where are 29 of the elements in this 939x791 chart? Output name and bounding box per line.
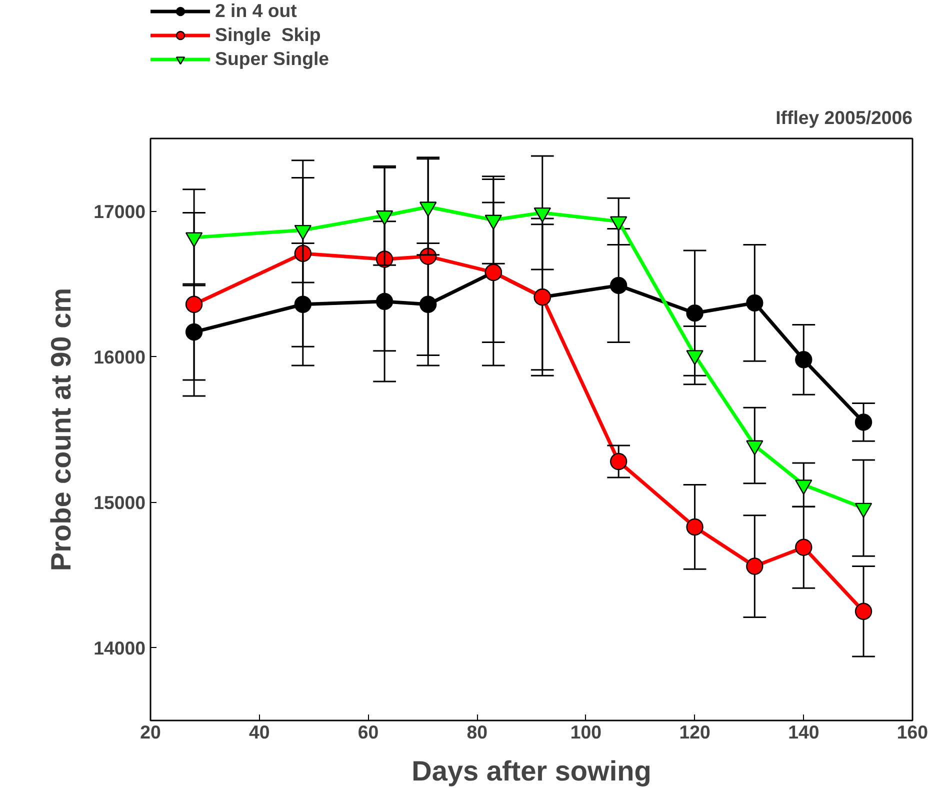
x-tick-label: 40 (248, 722, 270, 742)
point (795, 351, 812, 368)
legend-label: Super Single (215, 48, 330, 70)
y-axis-title: Probe count at 90 cm (46, 288, 77, 572)
x-tick-label: 120 (679, 722, 710, 742)
x-axis-title: Days after sowing (412, 756, 652, 786)
point (746, 558, 764, 575)
chart-title: Iffley 2005/2006 (776, 106, 913, 128)
point (795, 538, 812, 556)
x-tick-label: 20 (140, 722, 161, 742)
point (686, 304, 704, 322)
point (746, 294, 764, 312)
legend-label: Single Skip (215, 24, 321, 46)
y-tick-label: 17000 (94, 200, 146, 222)
point (610, 452, 628, 470)
x-tick-label: 60 (358, 722, 379, 742)
y-tick-label: 15000 (94, 492, 146, 513)
legend-label: 2 in 4 out (215, 0, 297, 22)
y-tick-label: 14000 (94, 637, 146, 658)
x-tick-label: 80 (466, 722, 488, 742)
y-tick-label: 16000 (94, 346, 146, 368)
point (686, 518, 704, 536)
point (610, 276, 628, 294)
x-tick-label: 160 (896, 722, 928, 742)
x-tick-label: 100 (570, 722, 602, 742)
point (185, 296, 203, 313)
x-tick-label: 140 (788, 722, 820, 742)
point (854, 414, 872, 431)
point (854, 602, 872, 620)
